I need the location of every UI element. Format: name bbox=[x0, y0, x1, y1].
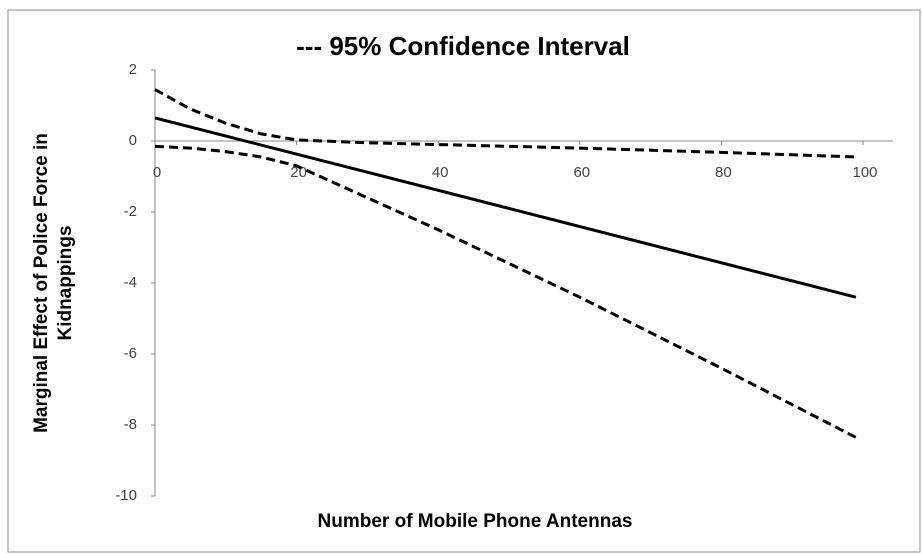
y-tick-label: -10 bbox=[115, 487, 137, 504]
y-tick-label: -2 bbox=[124, 203, 137, 220]
y-tick-label: 0 bbox=[129, 132, 137, 149]
y-tick-label: -4 bbox=[124, 274, 137, 291]
y-axis-label: Marginal Effect of Police Force in Kidna… bbox=[31, 133, 76, 433]
y-axis-label-line: Kidnappings bbox=[55, 225, 76, 340]
x-tick-label: 80 bbox=[715, 164, 732, 181]
y-tick-label: -8 bbox=[124, 416, 137, 433]
x-tick-label: 40 bbox=[432, 164, 449, 181]
chart-frame bbox=[7, 9, 921, 553]
chart-title: --- 95% Confidence Interval bbox=[296, 31, 630, 61]
x-axis-label: Number of Mobile Phone Antennas bbox=[318, 511, 633, 532]
y-tick-label: -6 bbox=[124, 345, 137, 362]
y-tick-label: 2 bbox=[129, 61, 137, 78]
x-tick-label: 20 bbox=[290, 164, 307, 181]
series-line bbox=[154, 144, 857, 439]
series-line bbox=[154, 88, 856, 159]
x-tick-label: 100 bbox=[852, 164, 877, 181]
x-tick-label: 0 bbox=[153, 164, 161, 181]
x-tick-label: 60 bbox=[573, 164, 590, 181]
series-line bbox=[154, 116, 857, 299]
y-axis-label-line: Marginal Effect of Police Force in bbox=[31, 133, 52, 433]
